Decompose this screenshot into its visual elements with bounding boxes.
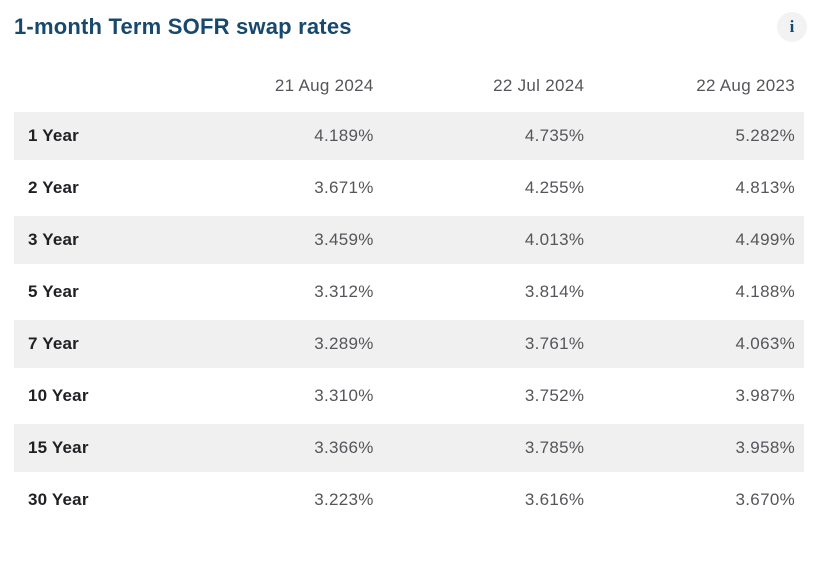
row-label: 7 Year [14,320,172,368]
info-icon: i [789,17,795,36]
column-header-date-2: 22 Jul 2024 [493,76,585,95]
table-row: 2 Year 3.671% 4.255% 4.813% [14,164,804,212]
header-row: 21 Aug 2024 22 Jul 2024 22 Aug 2023 [14,50,804,108]
rate-value: 3.785% [382,424,594,472]
info-button[interactable]: i [777,12,807,42]
rate-value: 3.987% [735,386,795,405]
rate-value: 4.499% [593,216,804,264]
rate-value: 4.188% [735,282,795,301]
title-bar: 1-month Term SOFR swap rates i [14,8,807,46]
rate-value: 3.459% [172,216,383,264]
rate-value: 3.223% [314,490,374,509]
rate-value: 3.289% [172,320,383,368]
rate-value: 3.312% [314,282,374,301]
row-label: 3 Year [14,216,172,264]
rate-value: 3.958% [593,424,804,472]
column-header-term [14,50,172,108]
rates-table-body: 1 Year 4.189% 4.735% 5.282% 2 Year 3.671% 4.25… [14,112,804,524]
rate-value: 3.761% [382,320,594,368]
row-label: 2 Year [28,178,79,197]
row-label: 15 Year [14,424,172,472]
table-row: 10 Year 3.310% 3.752% 3.987% [14,372,804,420]
row-label: 1 Year [14,112,172,160]
rate-value: 3.366% [172,424,383,472]
table-row: 1 Year 4.189% 4.735% 5.282% [14,112,804,160]
rate-value: 4.189% [172,112,383,160]
table-row: 7 Year 3.289% 3.761% 4.063% [14,320,804,368]
rate-value: 4.735% [382,112,594,160]
table-row: 5 Year 3.312% 3.814% 4.188% [14,268,804,316]
rate-value: 4.063% [593,320,804,368]
row-label: 10 Year [28,386,89,405]
rate-value: 3.670% [735,490,795,509]
column-header-date-1: 21 Aug 2024 [274,76,374,95]
rate-value: 3.671% [314,178,374,197]
rate-value: 5.282% [593,112,804,160]
rate-value: 4.255% [524,178,585,197]
rate-value: 3.616% [524,490,585,509]
rate-value: 3.310% [314,386,374,405]
page-title: 1-month Term SOFR swap rates [14,14,352,39]
rates-table-header: 21 Aug 2024 22 Jul 2024 22 Aug 2023 [14,50,804,108]
rate-value: 3.814% [524,282,585,301]
row-label: 30 Year [28,490,89,509]
row-label: 5 Year [28,282,79,301]
rate-value: 3.752% [524,386,585,405]
table-row: 15 Year 3.366% 3.785% 3.958% [14,424,804,472]
column-header-date-3: 22 Aug 2023 [696,76,795,95]
rate-value: 4.813% [735,178,795,197]
rate-value: 4.013% [382,216,594,264]
table-row: 3 Year 3.459% 4.013% 4.499% [14,216,804,264]
table-row: 30 Year 3.223% 3.616% 3.670% [14,476,804,524]
rates-table: 21 Aug 2024 22 Jul 2024 22 Aug 2023 1 Ye… [14,46,804,528]
